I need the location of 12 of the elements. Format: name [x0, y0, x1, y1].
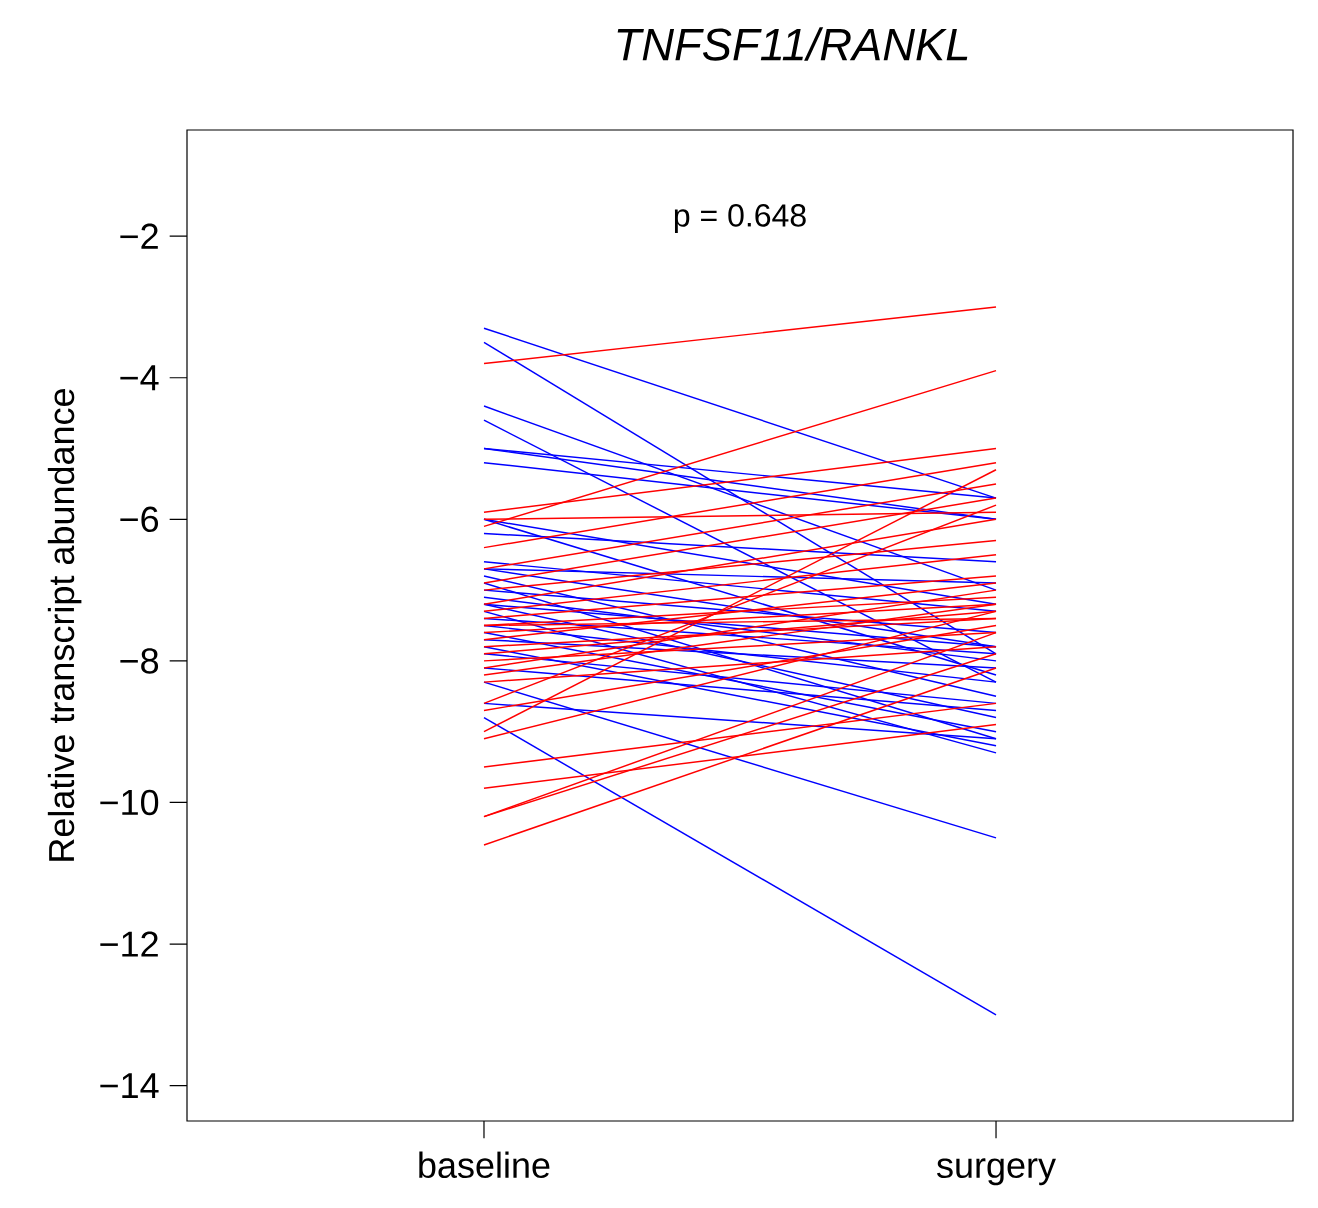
annotation: p = 0.648: [674, 204, 806, 234]
y-tick-label: −10: [100, 789, 159, 816]
chart-title: TNFSF11/RANKL: [617, 27, 968, 61]
x-tick-label: surgery: [937, 1158, 1056, 1186]
y-tick-label: −12: [100, 931, 158, 957]
y-axis-title: Relative transcript abundance: [47, 389, 82, 861]
y-tick-label: −6: [120, 506, 159, 533]
x-tick-label: baseline: [419, 1151, 550, 1179]
y-tick-label: −4: [120, 365, 159, 391]
y-tick-label: −2: [120, 223, 158, 249]
y-tick-label: −14: [100, 1073, 159, 1098]
y-tick-label: −8: [120, 648, 159, 674]
